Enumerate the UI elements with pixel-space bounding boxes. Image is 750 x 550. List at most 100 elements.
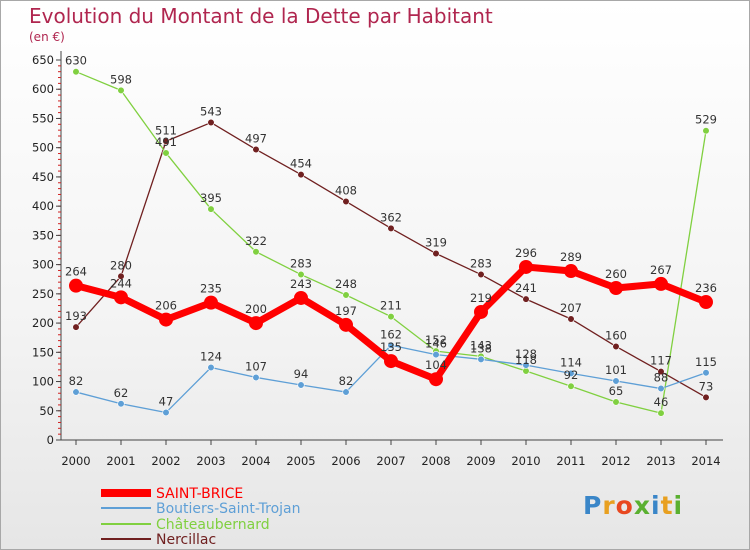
data-point: [609, 281, 623, 295]
data-label: 47: [159, 395, 174, 409]
data-point: [477, 270, 485, 279]
data-label: 207: [560, 301, 582, 315]
data-point: [252, 248, 260, 256]
x-tick-label: 2004: [241, 454, 270, 468]
data-label: 211: [380, 299, 402, 313]
data-label: 408: [335, 183, 357, 197]
data-point: [699, 295, 713, 310]
data-point: [657, 384, 665, 393]
data-label: 65: [609, 384, 624, 398]
data-point: [522, 295, 530, 303]
data-label: 244: [110, 276, 132, 290]
data-label: 260: [605, 267, 627, 281]
data-point: [204, 295, 218, 310]
data-label: 283: [290, 257, 312, 271]
y-tick-label: 400: [32, 199, 54, 213]
data-label: 197: [335, 304, 357, 318]
data-label: 235: [200, 282, 222, 296]
data-point: [69, 278, 83, 293]
x-tick-label: 2007: [376, 454, 405, 468]
data-point: [114, 290, 128, 305]
data-label: 135: [380, 340, 402, 354]
y-tick-label: 650: [32, 53, 54, 67]
data-point: [252, 145, 260, 154]
data-label: 241: [515, 281, 537, 295]
data-point: [657, 409, 665, 417]
data-point: [702, 369, 710, 377]
data-label: 200: [245, 302, 267, 316]
data-label: 236: [695, 281, 717, 295]
x-tick-label: 2009: [466, 454, 495, 468]
data-point: [117, 400, 125, 408]
y-tick-label: 0: [47, 433, 54, 447]
data-point: [117, 86, 125, 94]
data-label: 322: [245, 234, 267, 248]
data-label: 115: [695, 355, 717, 369]
data-label: 124: [200, 350, 222, 364]
data-point: [522, 361, 530, 369]
x-tick-label: 2001: [106, 454, 135, 468]
x-tick-label: 2013: [646, 454, 675, 468]
data-point: [702, 393, 710, 401]
data-point: [117, 272, 125, 280]
data-point: [387, 224, 395, 232]
data-label: 138: [470, 341, 492, 355]
data-label: 630: [65, 54, 87, 68]
data-point: [702, 127, 710, 135]
y-tick-label: 200: [32, 316, 54, 330]
data-point: [339, 317, 353, 332]
data-label: 511: [155, 123, 177, 137]
data-label: 146: [425, 337, 447, 351]
data-label: 160: [605, 328, 627, 342]
data-point: [294, 290, 308, 305]
data-point: [159, 312, 173, 327]
data-point: [162, 408, 170, 417]
data-label: 193: [65, 309, 87, 323]
data-point: [519, 259, 533, 274]
chart-title: Evolution du Montant de la Dette par Hab…: [29, 4, 493, 28]
data-label: 296: [515, 246, 537, 260]
data-label: 264: [65, 265, 87, 279]
data-point: [249, 316, 263, 331]
data-label: 152: [425, 333, 447, 347]
x-tick-label: 2014: [691, 454, 720, 468]
x-tick-label: 2000: [61, 454, 90, 468]
data-point: [162, 149, 170, 157]
legend-label-2: Châteaubernard: [156, 517, 270, 533]
data-label: 543: [200, 105, 222, 119]
data-label: 117: [650, 354, 672, 368]
data-label: 497: [245, 131, 267, 145]
data-point: [477, 355, 485, 363]
data-point: [297, 170, 305, 179]
x-tick-label: 2012: [601, 454, 630, 468]
data-point: [297, 270, 305, 279]
data-point: [612, 377, 620, 385]
data-point: [207, 205, 215, 213]
data-point: [387, 313, 395, 321]
data-label: 283: [470, 257, 492, 271]
data-label: 101: [605, 363, 627, 377]
data-label: 395: [200, 191, 222, 205]
data-point: [567, 382, 575, 390]
data-label: 267: [650, 263, 672, 277]
data-label: 62: [114, 386, 129, 400]
data-label: 82: [339, 374, 354, 388]
data-label: 143: [470, 338, 492, 352]
data-point: [564, 264, 578, 279]
data-label: 104: [425, 358, 447, 372]
data-point: [384, 354, 398, 369]
data-label: 219: [470, 291, 492, 305]
data-label: 248: [335, 277, 357, 291]
x-tick-label: 2006: [331, 454, 360, 468]
data-label: 280: [110, 258, 132, 272]
data-label: 598: [110, 72, 132, 86]
data-label: 362: [380, 210, 402, 224]
data-label: 118: [515, 353, 537, 367]
data-label: 289: [560, 250, 582, 264]
x-tick-label: 2005: [286, 454, 315, 468]
data-point: [567, 369, 575, 377]
data-label: 82: [69, 374, 84, 388]
data-point: [654, 276, 668, 291]
